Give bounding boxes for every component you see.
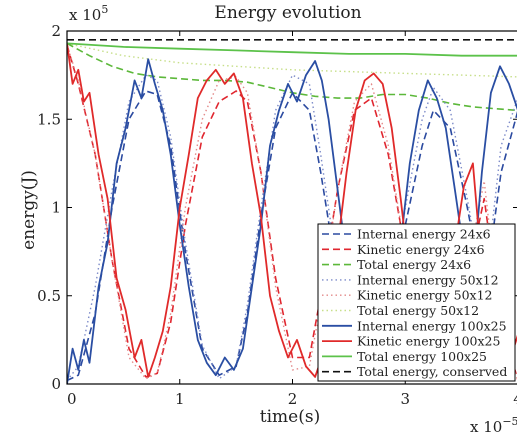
series-line-7 xyxy=(67,58,517,384)
y-axis-title: energy(J) xyxy=(19,170,39,250)
y-tick-label-3: 1.5 xyxy=(37,110,61,128)
series-line-9 xyxy=(67,42,517,57)
legend-label-3: Total energy 24x6 xyxy=(357,257,471,272)
y-multiplier-base: x 10 xyxy=(69,6,101,24)
x-tick-label-0: 0 xyxy=(67,390,77,408)
x-multiplier-base: x 10 xyxy=(470,418,502,436)
legend-label-6: Total energy 50x12 xyxy=(357,303,479,318)
y-tick-label-0: 0 xyxy=(51,375,61,393)
x-multiplier: x 10−5 xyxy=(470,415,517,436)
y-tick-label-2: 1 xyxy=(51,199,61,217)
legend-label-1: Internal energy 24x6 xyxy=(357,227,491,242)
x-multiplier-exponent: −5 xyxy=(502,415,517,428)
y-tick-label-1: 0.5 xyxy=(37,287,61,305)
legend-label-4: Internal energy 50x12 xyxy=(357,272,499,287)
series-line-6 xyxy=(67,42,517,78)
legend-label-9: Total energy 100x25 xyxy=(357,349,487,364)
x-tick-label-3: 3 xyxy=(400,390,410,408)
legend-label-8: Kinetic energy 100x25 xyxy=(357,334,500,349)
legend-label-7: Internal energy 100x25 xyxy=(357,318,507,333)
plot-frame xyxy=(66,30,517,385)
x-tick-label-2: 2 xyxy=(288,390,298,408)
legend-label-2: Kinetic energy 24x6 xyxy=(357,242,485,257)
legend-box xyxy=(317,223,516,382)
tick-layer: 0 1 2 3 4 0 0.5 1 1.5 2 xyxy=(37,22,517,408)
legend-label-5: Kinetic energy 50x12 xyxy=(357,288,493,303)
legend-label-10: Total energy, conserved xyxy=(357,364,507,379)
y-multiplier-exponent: 5 xyxy=(101,3,108,16)
x-tick-label-1: 1 xyxy=(175,390,185,408)
y-multiplier: x 105 xyxy=(69,3,108,24)
series-line-1 xyxy=(67,90,517,382)
x-tick-label-4: 4 xyxy=(513,390,517,408)
chart-title: Energy evolution xyxy=(214,3,361,23)
y-tick-label-4: 2 xyxy=(51,22,61,40)
x-axis-title: time(s) xyxy=(260,407,320,427)
